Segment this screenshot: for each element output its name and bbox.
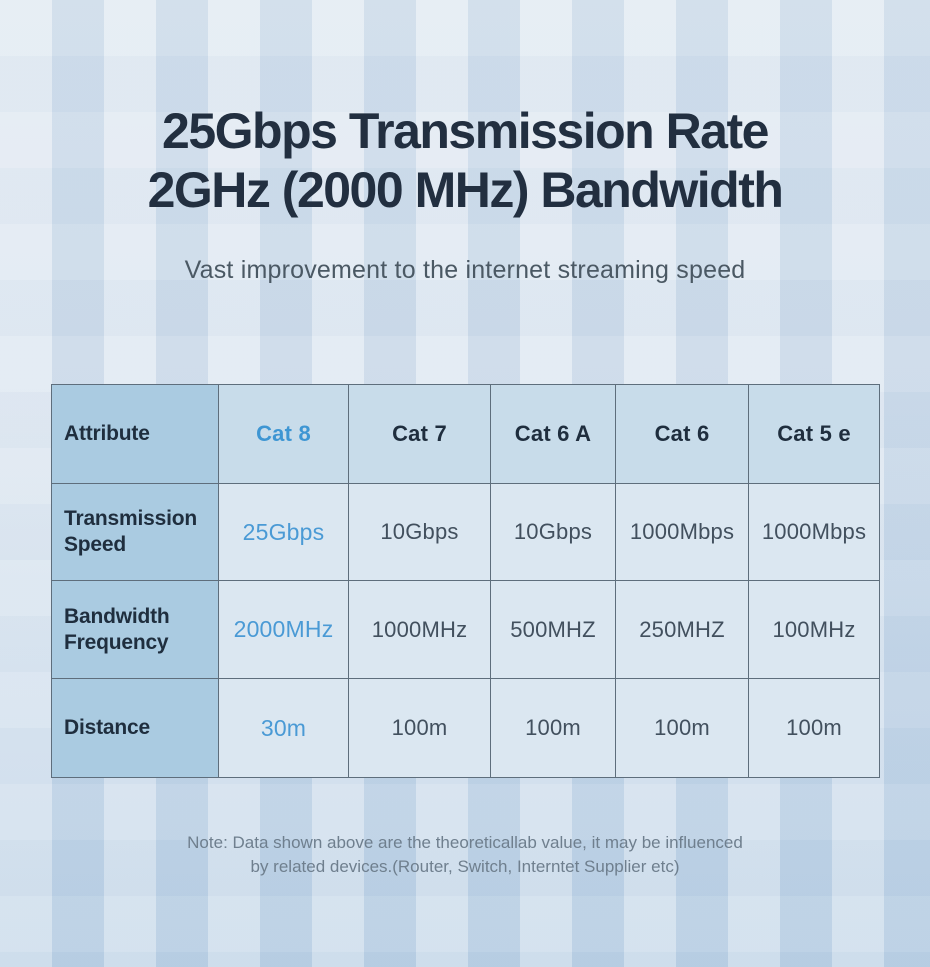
column-header-cat-6: Cat 6 — [615, 384, 749, 484]
comparison-table: Attribute Cat 8 Cat 7 Cat 6 A Cat 6 Cat … — [51, 384, 880, 778]
table-cell-value: 10Gbps — [348, 483, 491, 581]
table-cell-value: 1000Mbps — [615, 483, 749, 581]
table-cell-value: 250MHZ — [615, 580, 749, 679]
column-header-attribute: Attribute — [51, 384, 219, 484]
column-header-cat-8: Cat 8 — [218, 384, 349, 484]
title-line-1: 25Gbps Transmission Rate — [162, 103, 769, 159]
table-cell-value: 1000Mbps — [748, 483, 880, 581]
table-cell-value: 100m — [348, 678, 491, 778]
row-label-bandwidth-frequency: Bandwidth Frequency — [51, 580, 219, 679]
column-header-cat-6a: Cat 6 A — [490, 384, 616, 484]
row-label-transmission-speed: Transmission Speed — [51, 483, 219, 581]
table-cell-value: 500MHZ — [490, 580, 616, 679]
table-cell-value: 10Gbps — [490, 483, 616, 581]
page-subtitle: Vast improvement to the internet streami… — [184, 256, 746, 284]
table-row-bandwidth-frequency: Bandwidth Frequency 2000MHz 1000MHz 500M… — [51, 580, 880, 679]
table-cell-value: 100m — [490, 678, 616, 778]
table-cell-value: 2000MHz — [218, 580, 349, 679]
page-title: 25Gbps Transmission Rate 2GHz (2000 MHz)… — [0, 102, 930, 220]
column-header-cat-5e: Cat 5 e — [748, 384, 880, 484]
footnote-line-1: Note: Data shown above are the theoretic… — [187, 833, 743, 852]
table-cell-value: 100m — [615, 678, 749, 778]
column-header-cat-7: Cat 7 — [348, 384, 491, 484]
title-line-2: 2GHz (2000 MHz) Bandwidth — [147, 162, 784, 218]
footnote-line-2: by related devices.(Router, Switch, Inte… — [250, 857, 680, 876]
table-cell-value: 100MHz — [748, 580, 880, 679]
table-row-distance: Distance 30m 100m 100m 100m 100m — [51, 678, 880, 778]
table-cell-value: 1000MHz — [348, 580, 491, 679]
row-label-distance: Distance — [51, 678, 219, 778]
table-header-row: Attribute Cat 8 Cat 7 Cat 6 A Cat 6 Cat … — [51, 384, 880, 484]
table-row-transmission-speed: Transmission Speed 25Gbps 10Gbps 10Gbps … — [51, 483, 880, 581]
table-cell-value: 25Gbps — [218, 483, 349, 581]
table-cell-value: 100m — [748, 678, 880, 778]
table-cell-value: 30m — [218, 678, 349, 778]
footnote: Note: Data shown above are the theoretic… — [0, 831, 930, 879]
